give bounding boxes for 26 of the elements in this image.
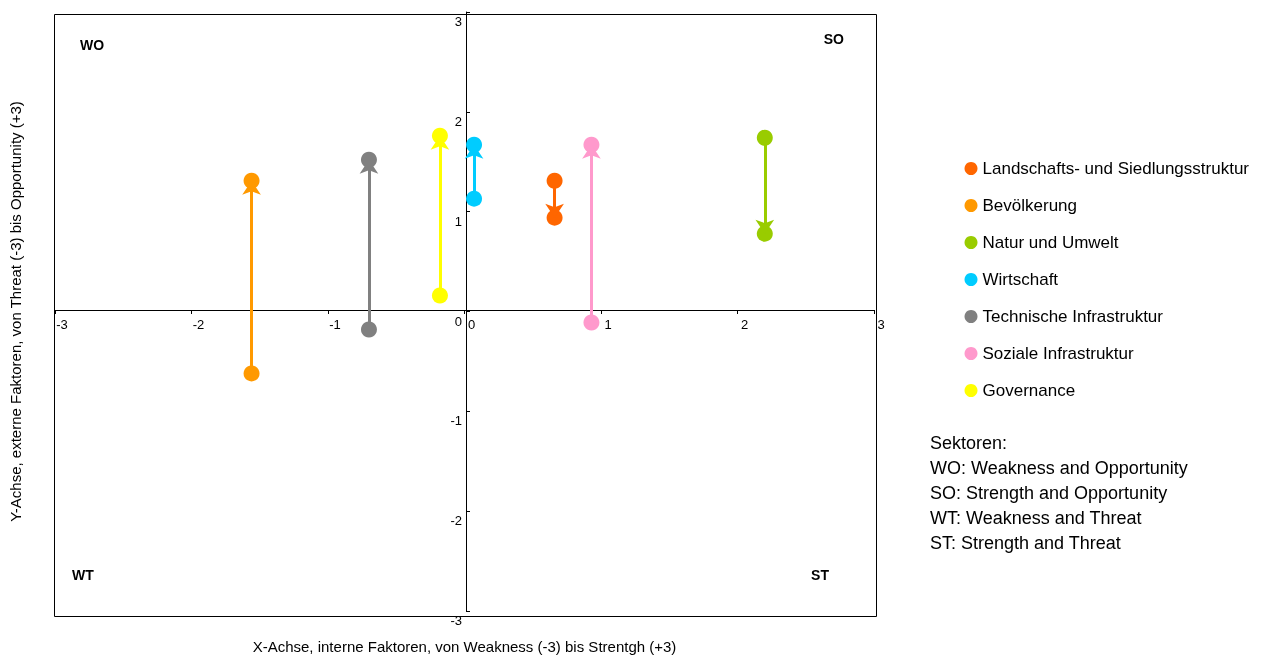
legend-label: Bevölkerung <box>982 196 1078 215</box>
x-tick-label: -3 <box>56 317 68 332</box>
legend-label: Governance <box>982 381 1076 400</box>
y-tick-label: -2 <box>450 513 462 529</box>
y-axis-title: Y-Achse, externe Faktoren, von Threat (-3) bis Opportunity (+3) <box>7 101 24 522</box>
y-tick-label: 2 <box>454 113 462 129</box>
legend-label: Wirtschaft <box>982 270 1059 289</box>
x-tick-label: -2 <box>192 317 205 332</box>
y-tick-label: -1 <box>450 413 462 429</box>
annotation: SO <box>823 31 845 47</box>
y-tick-label: 1 <box>454 213 462 229</box>
legend-label: Natur und Umwelt <box>982 233 1119 252</box>
x-axis-title: X-Achse, interne Faktoren, von Weakness (-3) bis Strentgh (+3) <box>252 638 677 655</box>
x-tick-label: 1 <box>604 317 612 332</box>
x-tick-label: 0 <box>467 317 476 332</box>
x-tick-label: 2 <box>740 317 749 332</box>
text: Sektoren: WO: Weakness and Opportunity SO: Strength and Opportunity WT: Weakness and Threat ST: Strength and Threat <box>930 432 1188 553</box>
legend-label: Landschafts- und Siedlungsstruktur <box>982 159 1250 178</box>
annotation: ST <box>811 567 830 583</box>
legend-label: Soziale Infrastruktur <box>982 344 1135 363</box>
annotation: WT <box>72 567 95 583</box>
annotation: WO <box>80 37 105 53</box>
x-tick-label: -1 <box>329 317 341 332</box>
x-tick-label: 3 <box>877 317 885 332</box>
legend-label: Technische Infrastruktur <box>982 307 1164 326</box>
y-tick-label: 3 <box>454 14 462 29</box>
